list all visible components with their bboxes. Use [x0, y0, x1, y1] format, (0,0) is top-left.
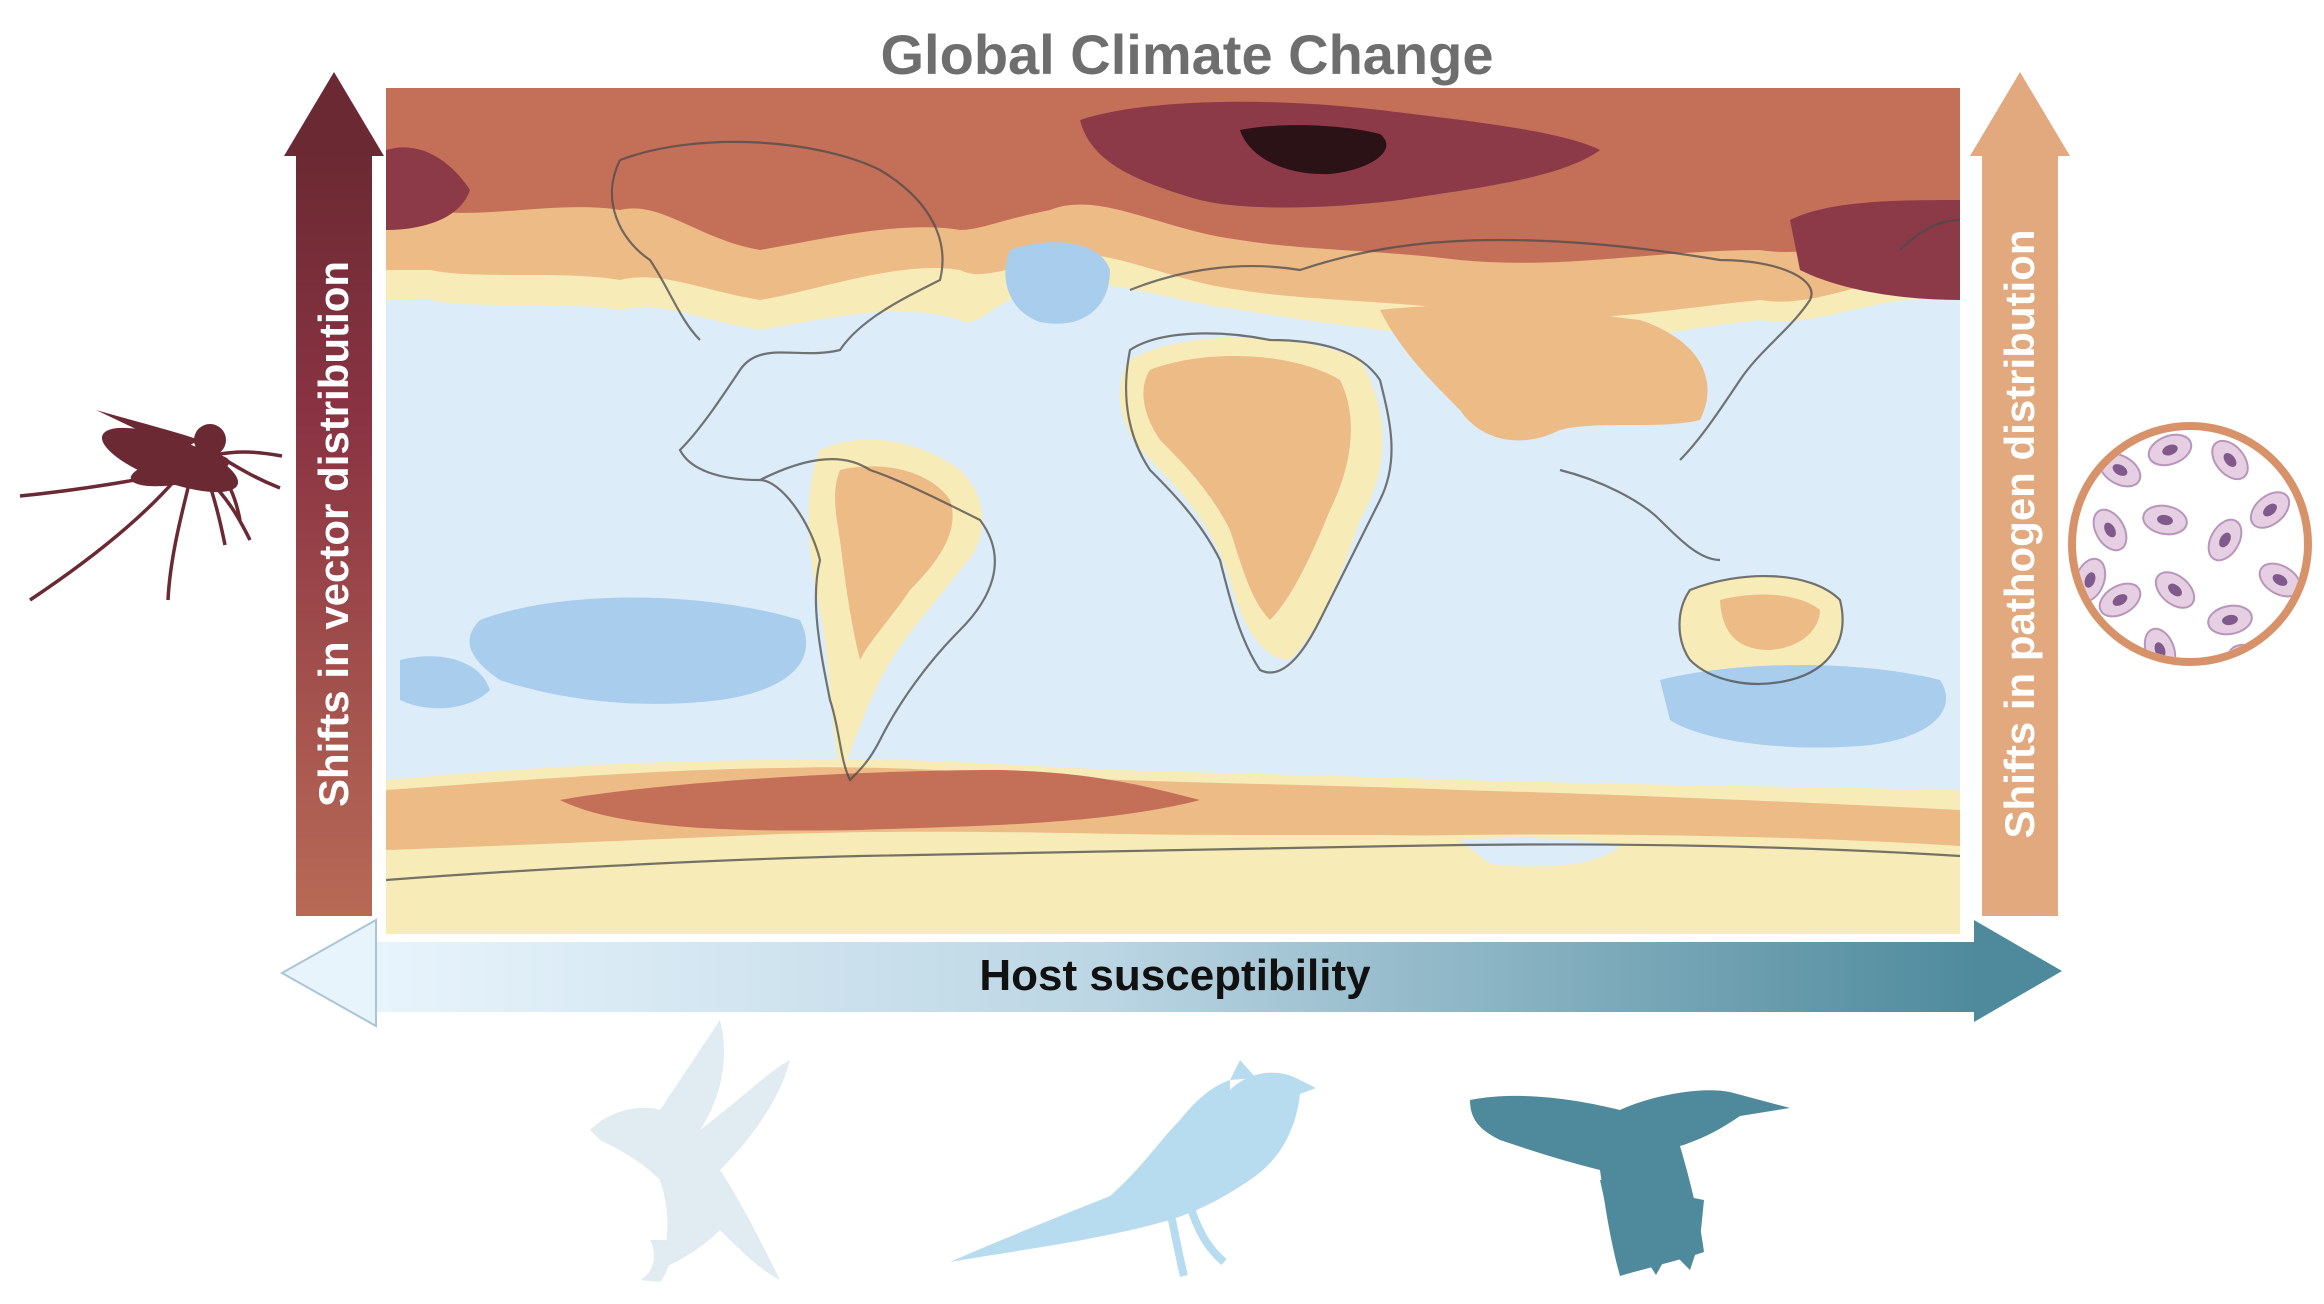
mosquito-icon [19, 410, 283, 602]
bird-high-susceptibility-icon [1470, 1090, 1790, 1276]
host-susceptibility-label: Host susceptibility [979, 951, 1371, 1000]
vector-distribution-arrow: Shifts in vector distribution [284, 72, 384, 916]
pathogen-distribution-arrow: Shifts in pathogen distribution [1970, 72, 2070, 916]
host-susceptibility-arrow: Host susceptibility [279, 918, 2062, 1028]
pathogen-distribution-label: Shifts in pathogen distribution [1996, 230, 2043, 839]
world-temperature-map [386, 88, 1960, 934]
blood-cells-icon [2068, 422, 2312, 666]
bird-low-susceptibility-icon [590, 1020, 790, 1282]
bird-medium-susceptibility-icon [950, 1060, 1316, 1277]
diagram-title: Global Climate Change [881, 23, 1494, 86]
vector-distribution-label: Shifts in vector distribution [310, 261, 357, 807]
